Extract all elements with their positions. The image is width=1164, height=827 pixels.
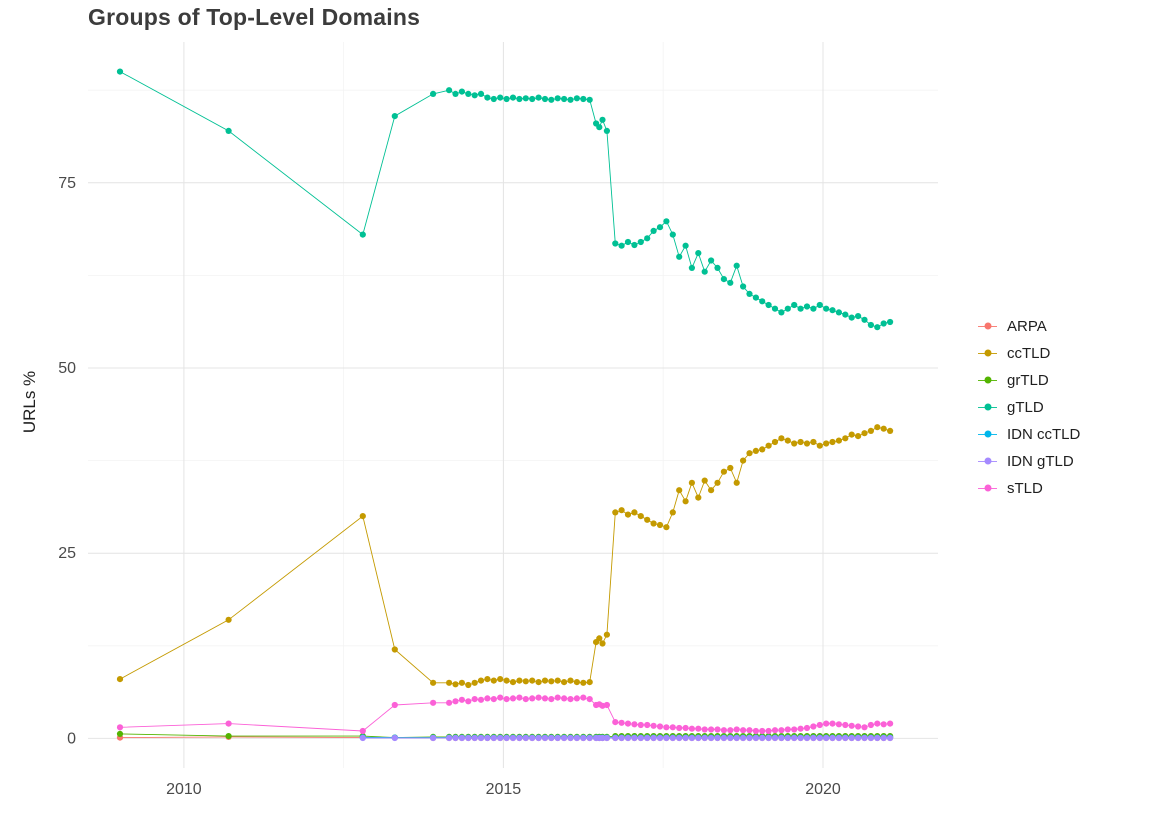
legend-item-cctld: ccTLD — [976, 344, 1080, 362]
series-ccTLD — [116, 424, 894, 689]
legend-label: grTLD — [1007, 371, 1049, 389]
legend-key-icon — [976, 425, 999, 443]
series-gTLD — [116, 68, 894, 331]
legend-label: IDN gTLD — [1007, 452, 1074, 470]
series-IDN-gTLD — [359, 734, 894, 742]
svg-text:2015: 2015 — [486, 781, 522, 798]
svg-text:2010: 2010 — [166, 781, 202, 798]
legend-item-stld: sTLD — [976, 479, 1080, 497]
svg-text:2020: 2020 — [805, 781, 841, 798]
svg-text:50: 50 — [58, 360, 76, 377]
legend-item-arpa: ARPA — [976, 317, 1080, 335]
svg-text:25: 25 — [58, 545, 76, 562]
axis-tick-labels: 2010 2015 2020 0 25 50 75 — [58, 175, 841, 798]
legend-key-icon — [976, 371, 999, 389]
legend: ARPA ccTLD grTLD gTLD IDN ccTLD IDN gTLD sTLD — [976, 317, 1080, 497]
legend-item-grtld: grTLD — [976, 371, 1080, 389]
legend-key-icon — [976, 398, 999, 416]
legend-key-icon — [976, 317, 999, 335]
legend-label: ARPA — [1007, 317, 1047, 335]
svg-text:75: 75 — [58, 175, 76, 192]
chart-title: Groups of Top-Level Domains — [88, 4, 421, 30]
legend-item-gtld: gTLD — [976, 398, 1080, 416]
legend-label: sTLD — [1007, 479, 1043, 497]
legend-key-icon — [976, 479, 999, 497]
legend-label: gTLD — [1007, 398, 1044, 416]
legend-item-idn-gtld: IDN gTLD — [976, 452, 1080, 470]
series-sTLD — [116, 694, 894, 735]
legend-label: IDN ccTLD — [1007, 425, 1081, 443]
legend-key-icon — [976, 452, 999, 470]
legend-label: ccTLD — [1007, 344, 1051, 362]
legend-key-icon — [976, 344, 999, 362]
gridlines — [88, 42, 938, 768]
svg-text:0: 0 — [67, 730, 76, 747]
legend-item-idn-cctld: IDN ccTLD — [976, 425, 1080, 443]
